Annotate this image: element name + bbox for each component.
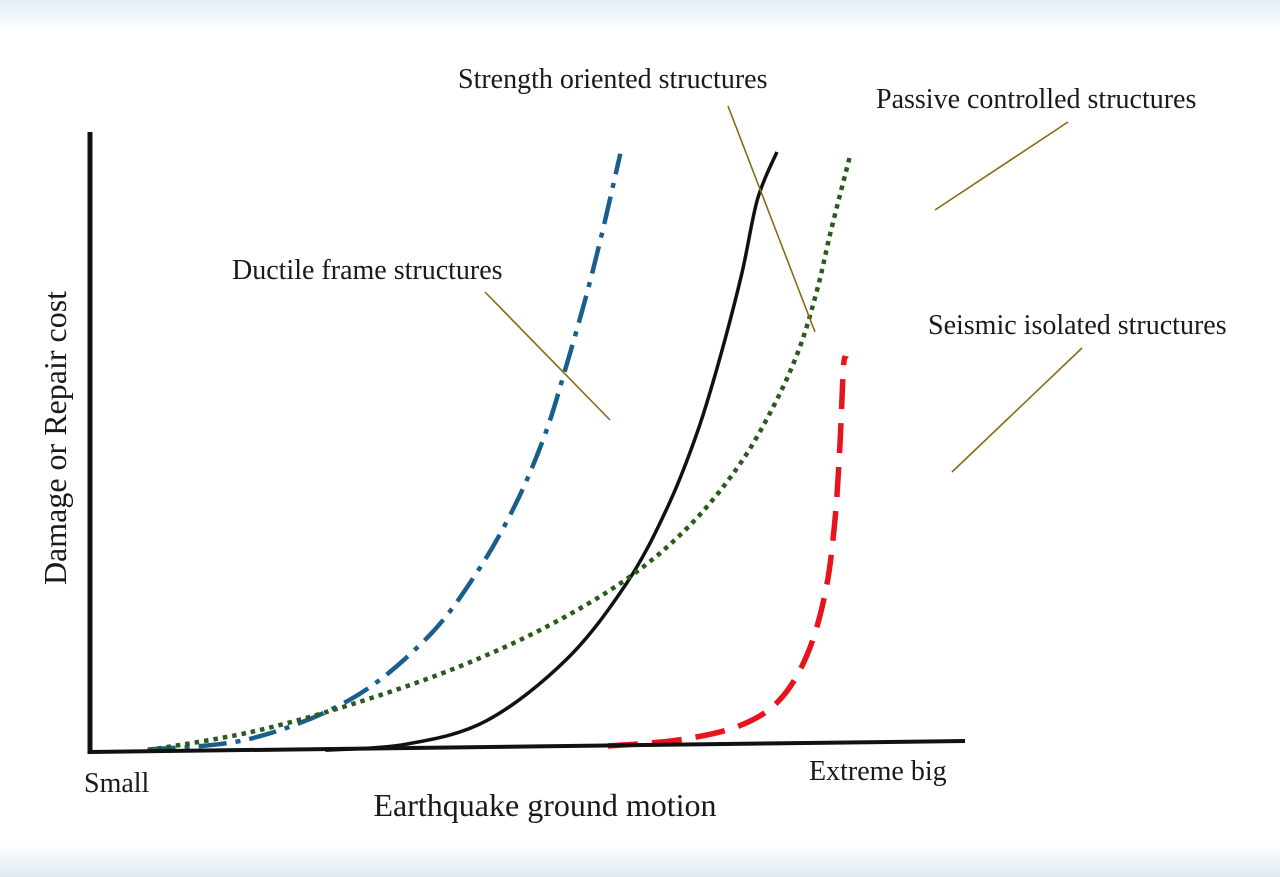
series-label-ductile-frame: Ductile frame structures <box>232 255 503 286</box>
x-tick-label-extreme-big: Extreme big <box>809 756 947 787</box>
leader-lines-layer <box>484 105 1083 473</box>
series-label-seismic-isolated: Seismic isolated structures <box>928 310 1227 341</box>
leader-line-strength-oriented <box>727 105 816 333</box>
leader-line-ductile-frame <box>484 291 611 421</box>
leader-line-seismic-isolated <box>951 347 1083 473</box>
series-line-strength-oriented-structures <box>325 151 779 752</box>
series-label-passive-controlled: Passive controlled structures <box>876 84 1196 115</box>
x-tick-label-small: Small <box>84 768 150 799</box>
series-line-ductile-frame-structures <box>147 153 623 752</box>
x-axis-label: Earthquake ground motion <box>373 787 716 823</box>
curves-layer <box>147 151 852 753</box>
y-axis-label: Damage or Repair cost <box>37 291 73 585</box>
series-label-strength-oriented: Strength oriented structures <box>458 64 767 95</box>
series-line-seismic-isolated-structures <box>607 353 849 749</box>
x-axis <box>89 739 966 754</box>
series-line-passive-controlled-structures <box>147 157 852 753</box>
leader-line-passive-controlled <box>934 121 1069 211</box>
